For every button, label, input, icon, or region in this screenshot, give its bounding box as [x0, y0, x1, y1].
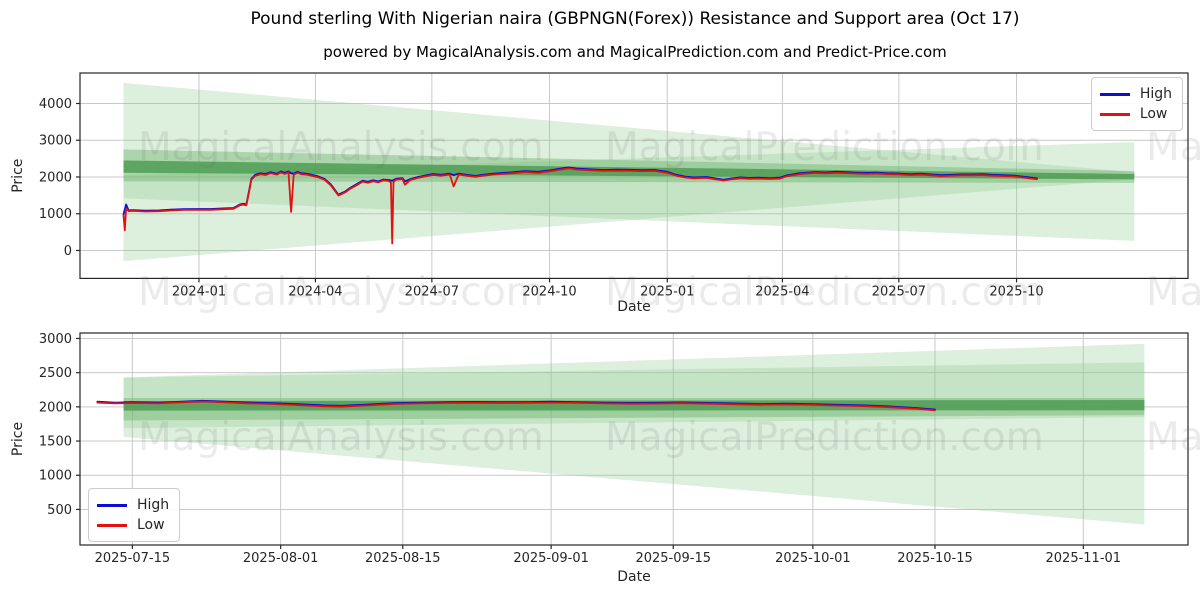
y-axis-label: Price: [10, 159, 26, 193]
low-line-swatch: [1099, 112, 1130, 116]
support-resistance-band: [123, 142, 1135, 241]
y-tick-label: 2000: [39, 170, 72, 185]
bottom-chart: 500 1000 1500 2000 2500 3000 2025-07-15 2025-08…: [10, 332, 1189, 585]
low-line-swatch: [97, 523, 127, 527]
y-tick-label: 3000: [39, 134, 72, 149]
top-chart: 0 1000 2000 3000 4000 2024-01 2024-04 2024-07 20…: [10, 72, 1189, 315]
legend-label-high: High: [1139, 86, 1172, 102]
legend-label-low: Low: [137, 517, 165, 533]
x-tick-label: 2025-09-01: [513, 551, 589, 566]
y-tick-label: 3000: [39, 332, 72, 347]
x-tick-label: 2024-07: [405, 284, 459, 299]
top-chart-legend: High Low: [1090, 77, 1183, 131]
x-tick-label: 2025-01: [640, 284, 694, 299]
y-tick-label: 2000: [39, 400, 72, 415]
y-tick-label: 4000: [39, 97, 72, 112]
low-line: [122, 167, 1038, 245]
x-tick-label: 2024-04: [288, 284, 342, 299]
axis-ticks: 0 1000 2000 3000 4000 2024-01 2024-04 2024-07 20…: [39, 97, 1044, 299]
x-tick-label: 2025-10: [989, 284, 1043, 299]
legend-label-low: Low: [1139, 106, 1168, 122]
x-tick-label: 2024-01: [172, 284, 226, 299]
page-subtitle: powered by MagicalAnalysis.com and Magic…: [323, 43, 947, 61]
x-tick-label: 2025-07-15: [95, 551, 171, 566]
x-tick-label: 2025-08-15: [365, 551, 441, 566]
legend-label-high: High: [137, 497, 170, 513]
x-tick-label: 2025-08-01: [243, 551, 319, 566]
support-resistance-band: [123, 400, 1145, 411]
x-axis-label: Date: [617, 569, 650, 585]
y-tick-label: 1000: [39, 207, 72, 222]
support-resistance-band: [123, 343, 1145, 525]
y-tick-label: 2500: [39, 366, 72, 381]
y-tick-label: 1500: [39, 435, 72, 450]
y-axis-label: Price: [10, 422, 26, 456]
legend-entry-low: Low: [1099, 104, 1172, 124]
legend-entry-low: Low: [97, 515, 169, 535]
x-tick-label: 2025-10-15: [897, 551, 973, 566]
high-line-swatch: [1099, 92, 1130, 96]
y-tick-label: 0: [64, 244, 72, 259]
x-tick-label: 2025-10-01: [775, 551, 851, 566]
support-resistance-band: [123, 362, 1145, 429]
x-tick-label: 2025-11-01: [1046, 551, 1122, 566]
support-resistance-bands: [123, 82, 1135, 262]
low-line: [96, 400, 936, 412]
y-tick-label: 500: [47, 503, 72, 518]
axis-ticks: 500 1000 1500 2000 2500 3000 2025-07-15 2025-08…: [39, 332, 1121, 566]
page-title: Pound sterling With Nigerian naira (GBPN…: [250, 9, 1020, 29]
bottom-chart-legend: High Low: [88, 488, 181, 542]
x-axis-label: Date: [617, 299, 650, 315]
x-tick-label: 2024-10: [522, 284, 576, 299]
x-tick-label: 2025-04: [755, 284, 809, 299]
plot-frame: [79, 332, 1189, 546]
support-resistance-bands: [123, 343, 1145, 525]
y-tick-label: 1000: [39, 469, 72, 484]
legend-entry-high: High: [97, 495, 169, 515]
x-tick-label: 2025-07: [872, 284, 926, 299]
legend-entry-high: High: [1099, 84, 1172, 104]
high-line-swatch: [97, 503, 127, 507]
x-tick-label: 2025-09-15: [635, 551, 711, 566]
plot-frame: [79, 72, 1189, 279]
